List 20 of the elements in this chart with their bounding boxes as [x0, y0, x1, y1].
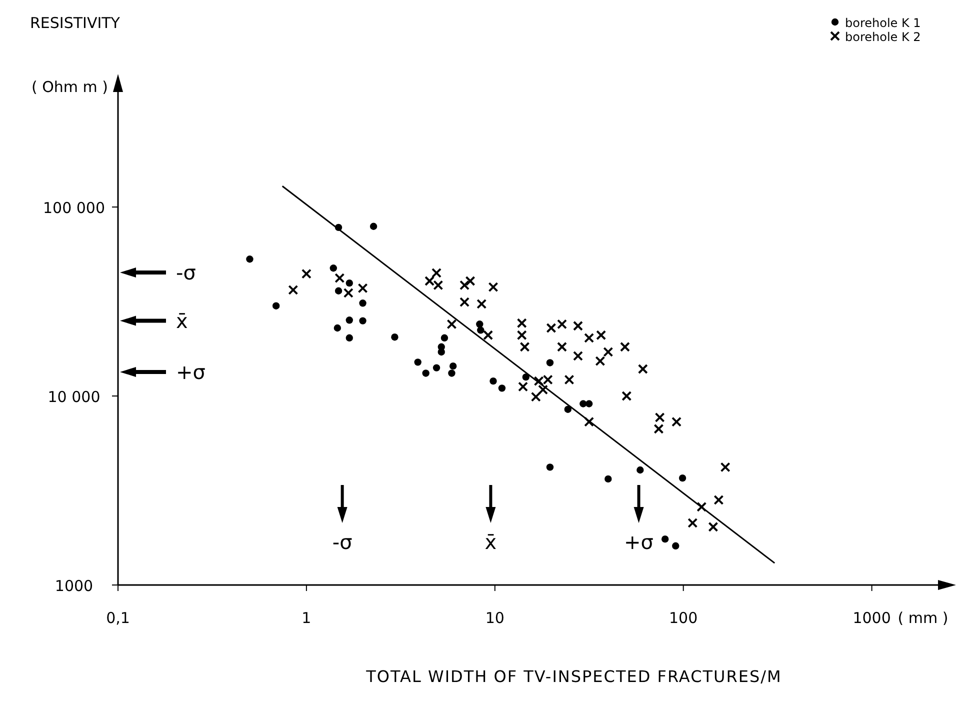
legend-label: borehole K 2	[845, 30, 921, 44]
y-tick-label: 100 000	[42, 199, 106, 218]
ref-line-label: x̄	[484, 530, 497, 554]
ref-line-label: -σ	[332, 530, 353, 554]
ref-line-label: -σ	[176, 260, 196, 285]
y-tick-label: 1000	[54, 577, 94, 595]
ref-line-label: +σ	[624, 530, 654, 554]
chart-title: RESISTIVITY	[30, 14, 121, 32]
x-tick-label: 1	[302, 609, 312, 627]
x-tick-label: 10	[485, 609, 504, 627]
ref-line-label: x̄	[176, 308, 188, 333]
x-tick-label: 1000	[852, 609, 891, 627]
y-tick-label: 10 000	[48, 388, 100, 406]
y-axis-title: ( Ohm m )	[31, 78, 108, 96]
legend-label: borehole K 1	[845, 16, 921, 30]
ref-line-label: +σ	[176, 360, 206, 384]
text: ( mm )	[898, 609, 948, 627]
x-axis-title: TOTAL WIDTH OF TV-INSPECTED FRACTURES/M	[365, 667, 782, 686]
x-tick-label: 100	[669, 609, 698, 627]
x-tick-label: 0,1	[106, 609, 130, 627]
